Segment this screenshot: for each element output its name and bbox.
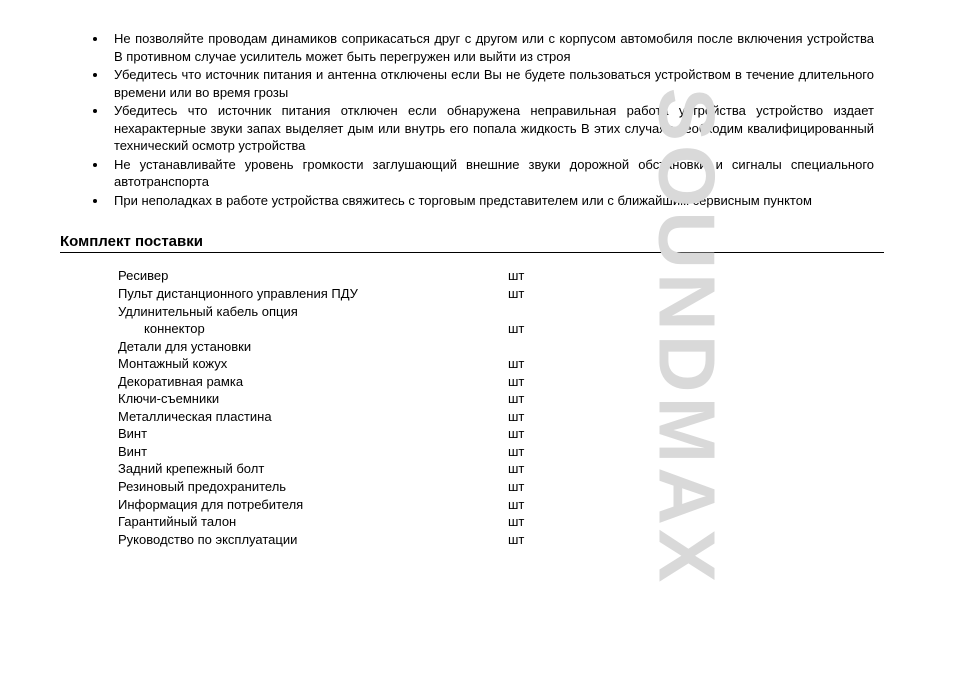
package-row: Металлическая пластина шт [118, 408, 884, 426]
bullet-item: Не позволяйте проводам динамиков соприка… [108, 30, 884, 65]
package-item-unit: шт [508, 496, 548, 514]
package-row: Задний крепежный болт шт [118, 460, 884, 478]
package-item-name: Декоративная рамка [118, 373, 508, 391]
safety-bullets: Не позволяйте проводам динамиков соприка… [60, 30, 884, 209]
package-row: Детали для установки [118, 338, 884, 356]
package-item-unit: шт [508, 478, 548, 496]
bullet-item: Убедитесь что источник питания отключен … [108, 102, 884, 155]
package-item-name: Информация для потребителя [118, 496, 508, 514]
package-item-unit [508, 303, 548, 321]
package-row: Ресивер шт [118, 267, 884, 285]
package-row: коннектор шт [118, 320, 884, 338]
package-item-name: Винт [118, 425, 508, 443]
package-item-name: Удлинительный кабель опция [118, 303, 508, 321]
package-row: Информация для потребителя шт [118, 496, 884, 514]
package-row: Резиновый предохранитель шт [118, 478, 884, 496]
package-item-name: Металлическая пластина [118, 408, 508, 426]
bullet-item: Убедитесь что источник питания и антенна… [108, 66, 884, 101]
package-item-unit: шт [508, 531, 548, 549]
package-row: Декоративная рамка шт [118, 373, 884, 391]
package-row: Пульт дистанционного управления ПДУ шт [118, 285, 884, 303]
package-item-name: Пульт дистанционного управления ПДУ [118, 285, 508, 303]
package-row: Винт шт [118, 443, 884, 461]
package-item-name: Винт [118, 443, 508, 461]
package-row: Гарантийный талон шт [118, 513, 884, 531]
package-row: Ключи-съемники шт [118, 390, 884, 408]
package-item-name: Руководство по эксплуатации [118, 531, 508, 549]
package-row: Удлинительный кабель опция [118, 303, 884, 321]
package-item-unit [508, 338, 548, 356]
package-item-name: Ресивер [118, 267, 508, 285]
section-heading: Комплект поставки [60, 233, 884, 250]
package-item-name: Ключи-съемники [118, 390, 508, 408]
package-item-name: Задний крепежный болт [118, 460, 508, 478]
package-item-name: Резиновый предохранитель [118, 478, 508, 496]
package-item-unit: шт [508, 408, 548, 426]
package-item-name: Детали для установки [118, 338, 508, 356]
package-row: Винт шт [118, 425, 884, 443]
package-item-unit: шт [508, 513, 548, 531]
package-item-name: Монтажный кожух [118, 355, 508, 373]
package-item-name: Гарантийный талон [118, 513, 508, 531]
package-row: Монтажный кожух шт [118, 355, 884, 373]
package-item-unit: шт [508, 373, 548, 391]
bullet-item: При неполадках в работе устройства свяжи… [108, 192, 884, 210]
section-divider [60, 252, 884, 253]
package-item-unit: шт [508, 390, 548, 408]
bullet-item: Не устанавливайте уровень громкости загл… [108, 156, 884, 191]
package-item-unit: шт [508, 460, 548, 478]
package-item-unit: шт [508, 285, 548, 303]
package-item-unit: шт [508, 355, 548, 373]
package-item-unit: шт [508, 267, 548, 285]
package-item-unit: шт [508, 320, 548, 338]
package-item-name: коннектор [118, 320, 508, 338]
package-item-unit: шт [508, 425, 548, 443]
package-row: Руководство по эксплуатации шт [118, 531, 884, 549]
package-item-unit: шт [508, 443, 548, 461]
package-list: Ресивер шт Пульт дистанционного управлен… [60, 267, 884, 548]
